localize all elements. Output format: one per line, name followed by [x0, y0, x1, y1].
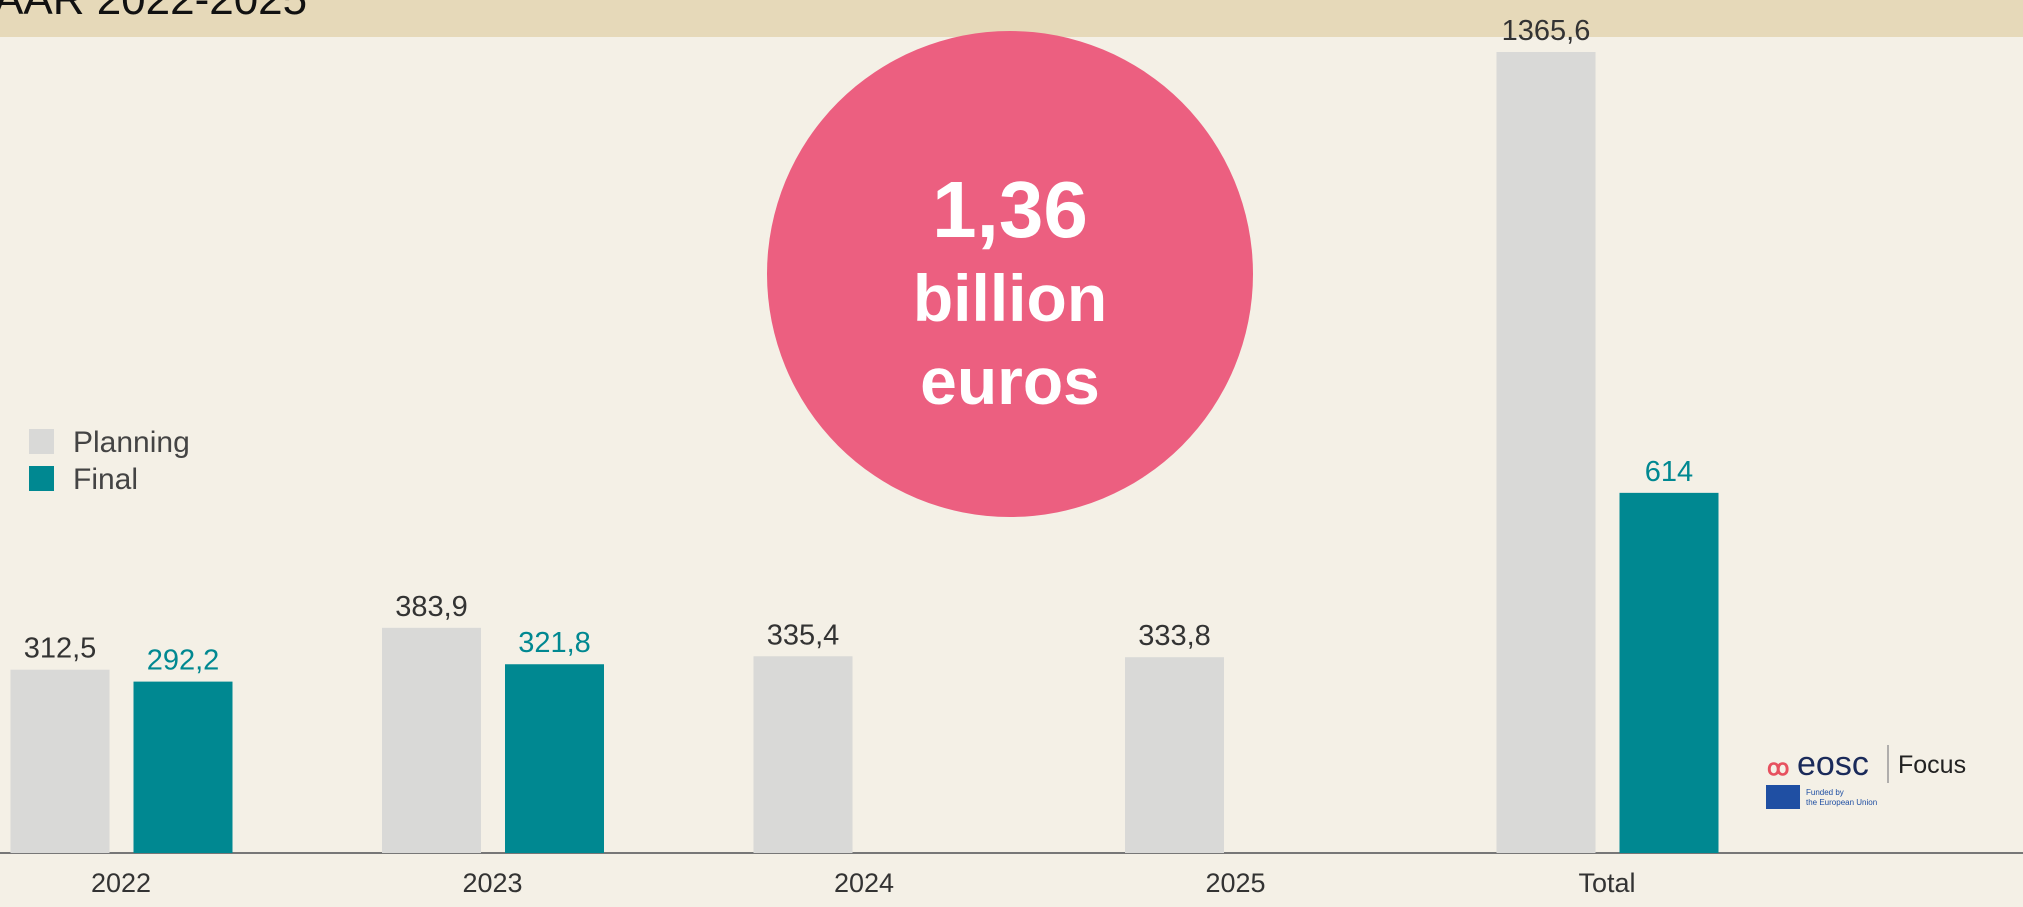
legend-label: Planning	[73, 426, 190, 459]
logo-brand: eosc	[1797, 745, 1869, 783]
value-label: 333,8	[1138, 620, 1211, 652]
value-label: 383,9	[395, 591, 468, 623]
legend-swatch	[29, 429, 54, 454]
callout-text: 1,36	[932, 165, 1088, 254]
x-tick-label: Total	[1578, 868, 1635, 898]
logo-product: Focus	[1898, 751, 1966, 779]
eu-flag	[1766, 785, 1800, 809]
callout-text: billion	[913, 261, 1107, 335]
x-tick-label: 2023	[462, 868, 522, 898]
funding-line: Funded by	[1806, 788, 1844, 797]
x-tick-label: 2024	[834, 868, 894, 898]
bar	[753, 656, 853, 853]
chart-title: AAR 2022-2025	[0, 0, 307, 24]
value-label: 321,8	[518, 627, 591, 659]
value-label: 335,4	[767, 619, 840, 651]
x-tick-label: 2025	[1205, 868, 1265, 898]
bar	[1125, 657, 1224, 853]
value-label: 292,2	[147, 645, 220, 677]
callout-text: euros	[920, 344, 1100, 418]
bar	[505, 664, 604, 853]
value-label: 1365,6	[1502, 15, 1591, 47]
bar	[133, 681, 233, 853]
bar	[1496, 52, 1596, 853]
legend-swatch	[29, 466, 54, 491]
callout-circle	[767, 31, 1253, 517]
legend-label: Final	[73, 463, 138, 496]
value-label: 614	[1645, 456, 1693, 488]
bar	[10, 669, 110, 853]
bar	[382, 627, 481, 853]
logo: ꝏ eosc Focus Funded by the European Unio…	[1766, 745, 1966, 809]
funding-line: the European Union	[1806, 798, 1877, 807]
value-label: 312,5	[24, 633, 97, 665]
logo-mark: ꝏ	[1767, 755, 1789, 780]
bar	[1619, 492, 1719, 853]
top-band	[0, 0, 2023, 37]
x-tick-label: 2022	[91, 868, 151, 898]
